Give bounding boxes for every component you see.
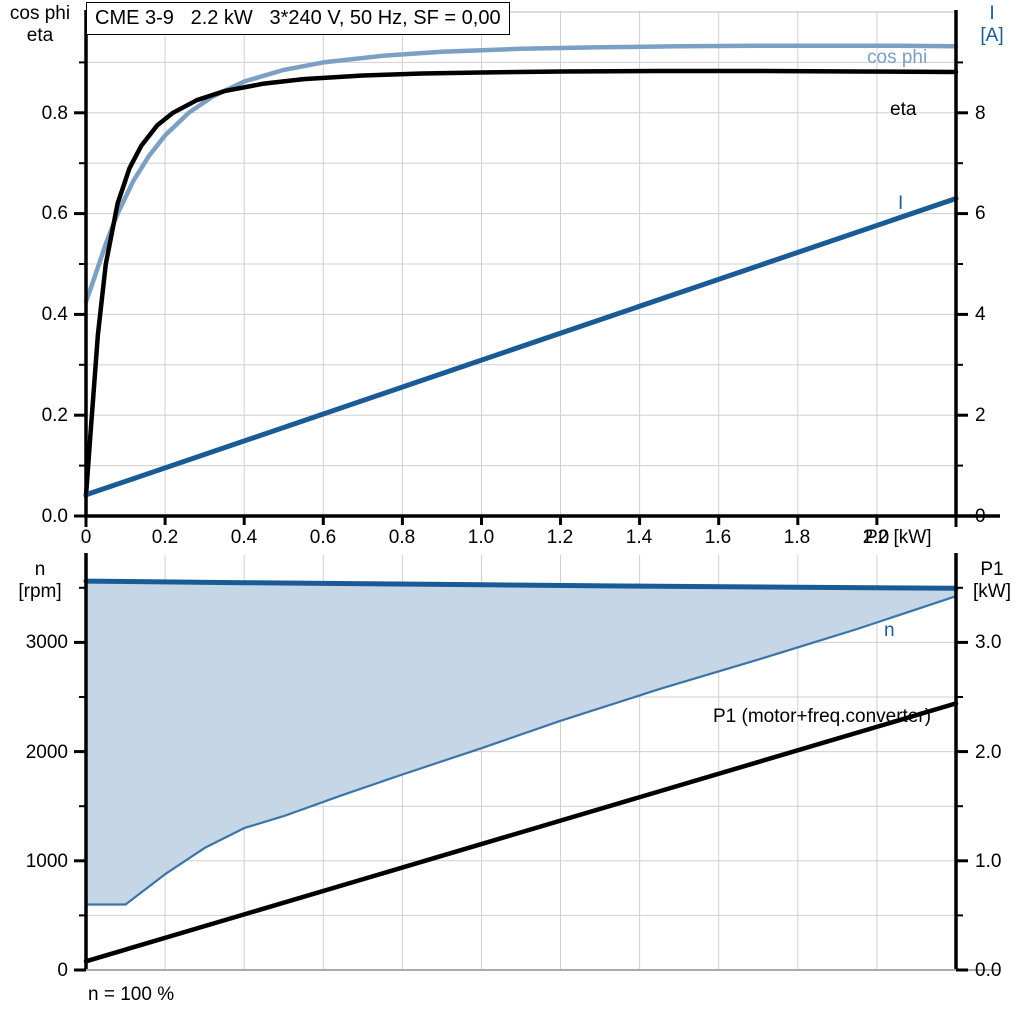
speed-band-lower-edge <box>86 595 957 906</box>
speed-band-area <box>86 581 956 905</box>
top-left-ticklabel-4: 0.8 <box>41 103 68 124</box>
bottom-right-ticks <box>956 586 968 972</box>
top-x-ticklabel-5: 1.0 <box>467 527 495 548</box>
top-left-ticklabel-2: 0.4 <box>41 304 68 325</box>
top-x-ticklabel-8: 1.6 <box>704 527 732 548</box>
chart-title-box: CME 3-9 2.2 kW 3*240 V, 50 Hz, SF = 0,00 <box>86 2 510 35</box>
chart-caption: n = 100 % <box>88 984 175 1005</box>
top-x-axis-title: P2 [kW] <box>865 527 932 548</box>
bottom-right-ticklabel-2: 2.0 <box>975 742 1002 763</box>
bottom-right-axis-title-line1: P1 <box>980 559 1004 580</box>
top-x-ticklabel-2: 0.4 <box>230 527 258 548</box>
bottom-chart: n [rpm] P1 [kW] <box>0 545 1024 1024</box>
curve-label-eta: eta <box>890 99 917 120</box>
top-right-ticklabel-3: 6 <box>975 203 986 224</box>
series-cos-phi <box>83 43 959 305</box>
top-chart-canvas <box>74 10 1000 527</box>
top-right-ticklabel-1: 2 <box>975 405 986 426</box>
bottom-right-ticklabel-0: 0.0 <box>975 960 1002 981</box>
top-left-ticklabel-0: 0.0 <box>41 506 68 527</box>
top-right-ticklabel-4: 8 <box>975 103 986 124</box>
top-grid <box>86 11 957 516</box>
top-x-ticklabel-6: 1.2 <box>546 527 574 548</box>
top-left-axis-title-line2: eta <box>26 25 54 46</box>
top-left-axis-title-line1: cos phi <box>9 3 71 24</box>
bottom-left-axis-title-line1: n <box>34 559 46 580</box>
series-speed <box>83 578 959 591</box>
bottom-chart-canvas <box>74 553 1000 972</box>
bottom-left-axis-title-line2: [rpm] <box>18 581 62 602</box>
curve-label-current: I <box>898 193 904 214</box>
top-left-ticks <box>74 61 86 518</box>
top-left-ticklabel-3: 0.6 <box>41 203 68 224</box>
top-right-axis-title-line2: [A] <box>980 25 1004 46</box>
top-x-ticklabel-7: 1.4 <box>625 527 653 548</box>
curve-label-cos-phi: cos phi <box>867 47 928 68</box>
bottom-right-axis-title-line2: [kW] <box>973 581 1011 602</box>
curve-label-speed: n <box>884 620 895 641</box>
top-x-ticklabel-3: 0.6 <box>309 527 337 548</box>
top-x-ticklabel-0: 0 <box>80 527 92 548</box>
bottom-right-ticklabel-1: 1.0 <box>975 851 1002 872</box>
top-x-ticklabel-1: 0.2 <box>151 527 179 548</box>
top-x-ticklabel-4: 0.8 <box>388 527 416 548</box>
series-p1 <box>83 701 959 964</box>
bottom-left-ticklabel-3: 3000 <box>25 632 68 653</box>
curve-label-p1: P1 (motor+freq.converter) <box>713 706 932 727</box>
bottom-left-ticklabel-0: 0 <box>57 960 68 981</box>
bottom-right-ticklabel-3: 3.0 <box>975 632 1002 653</box>
top-right-axis-title-line1: I <box>989 3 995 24</box>
top-x-ticklabel-9: 1.8 <box>783 527 811 548</box>
series-current <box>83 196 959 498</box>
top-x-ticklabel-10: 2.0 <box>862 527 890 548</box>
bottom-left-ticks <box>74 586 86 972</box>
top-left-ticklabel-1: 0.2 <box>41 405 68 426</box>
top-right-ticklabel-0: 0 <box>975 506 986 527</box>
top-x-ticks <box>84 516 958 527</box>
bottom-left-ticklabel-2: 2000 <box>25 742 68 763</box>
bottom-left-ticklabel-1: 1000 <box>25 851 68 872</box>
top-right-ticklabel-2: 4 <box>975 304 986 325</box>
top-right-ticks <box>956 61 968 518</box>
series-eta <box>83 68 959 499</box>
top-chart: CME 3-9 2.2 kW 3*240 V, 50 Hz, SF = 0,00… <box>9 2 1004 548</box>
